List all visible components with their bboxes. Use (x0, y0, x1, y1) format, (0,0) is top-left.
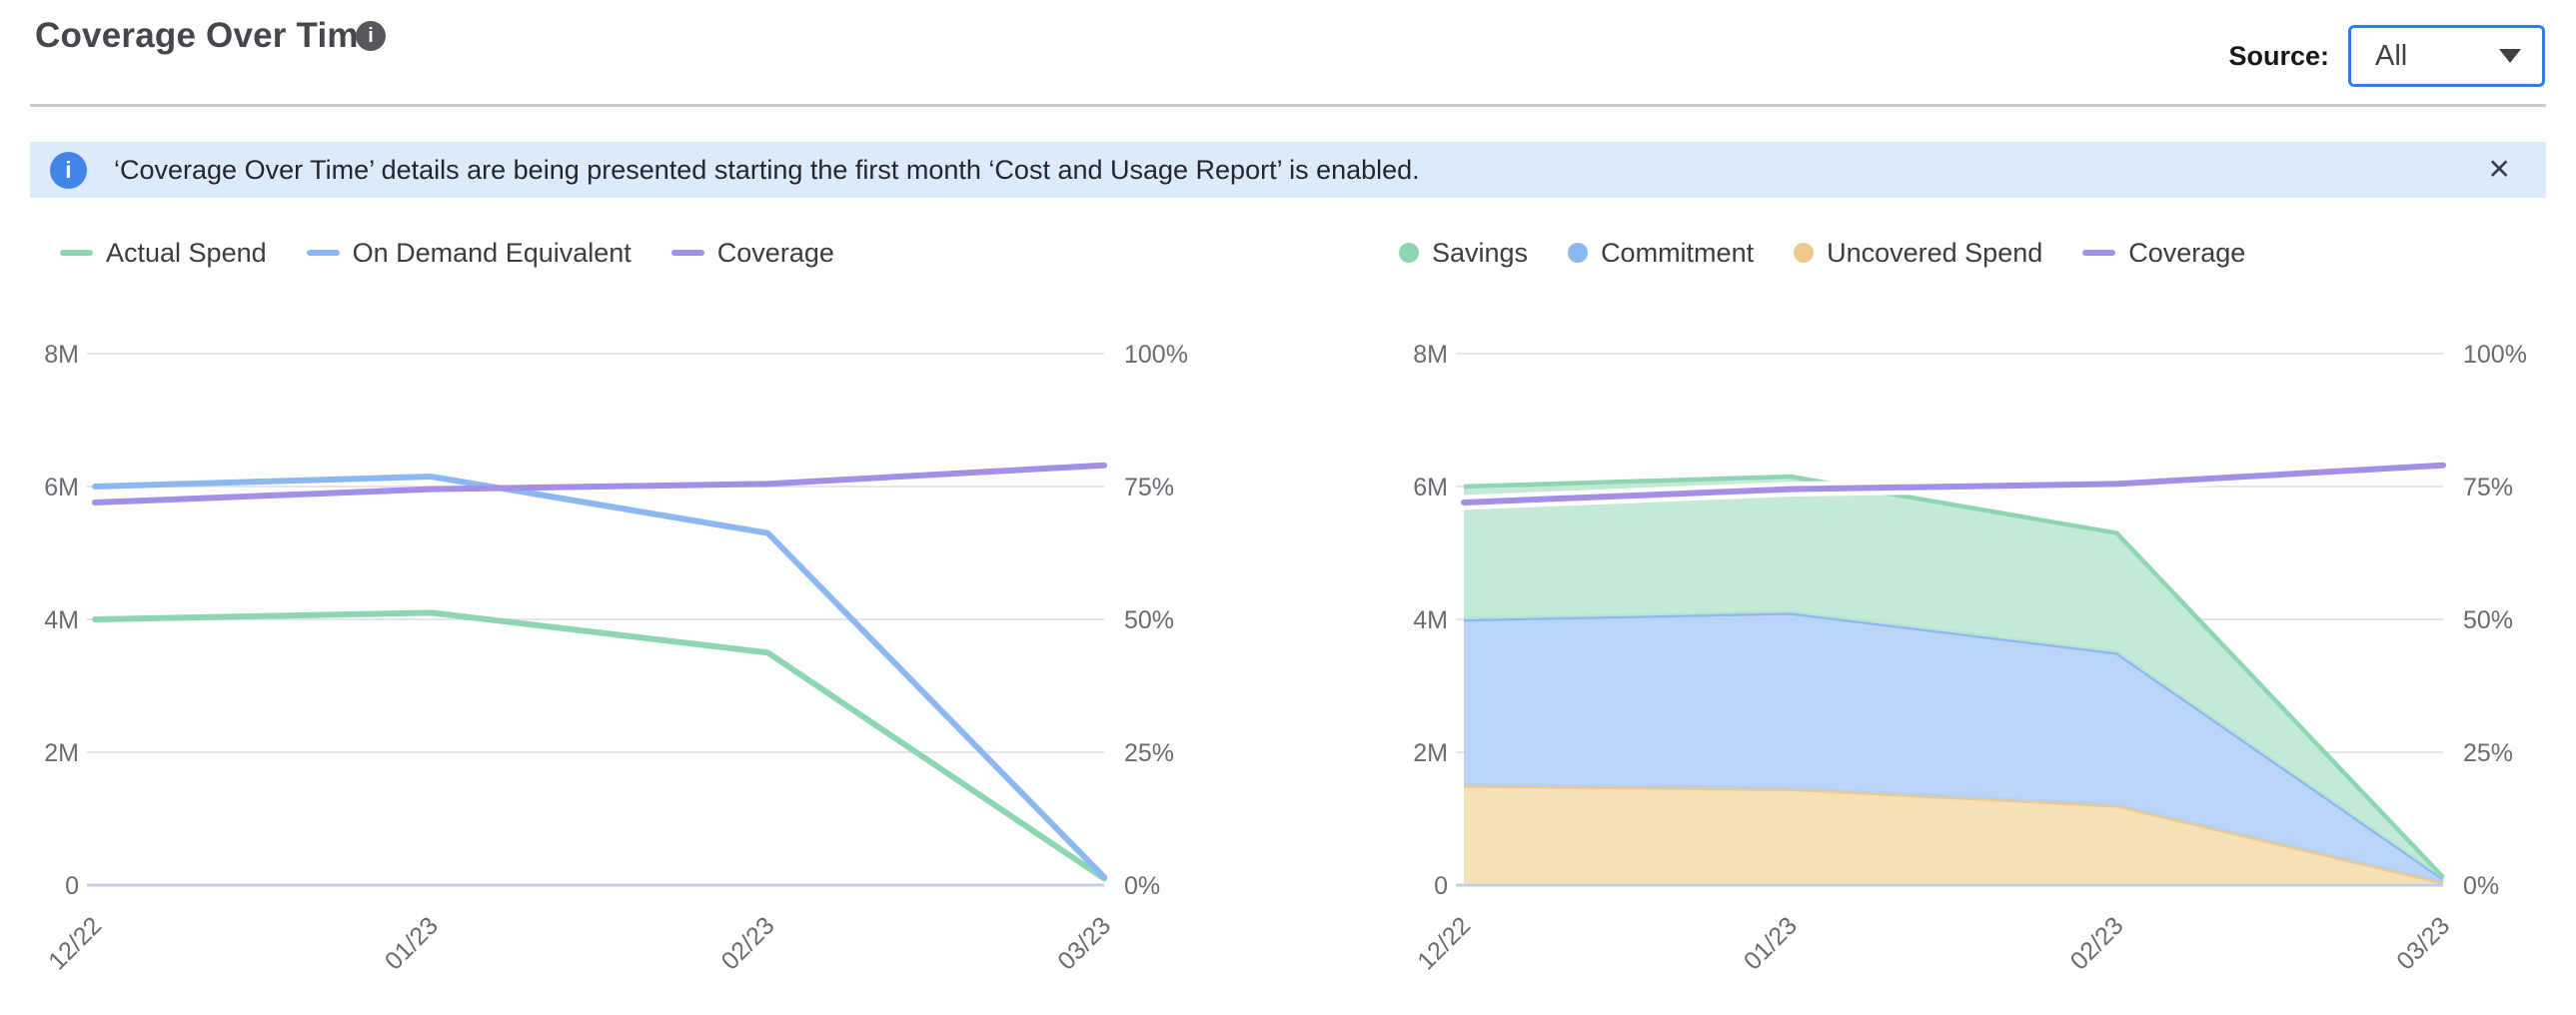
y-axis-tick-right: 75% (2463, 474, 2513, 502)
y-axis-tick-right: 25% (1124, 739, 1174, 767)
y-axis-tick-right: 75% (1124, 474, 1174, 502)
legend-dot-icon (1399, 243, 1419, 263)
legend-label: Coverage (716, 237, 834, 268)
source-control: Source: All (2228, 25, 2545, 87)
coverage-area-chart[interactable]: 8M 6M 4M 2M 0 100% 75% 50% 25% 0% 12/22 01/23 02/23 0… (1399, 330, 2576, 1015)
x-axis-tick: 03/23 (1052, 911, 1116, 975)
legend-item-commitment[interactable]: Commitment (1568, 238, 1754, 269)
source-label: Source: (2228, 40, 2329, 71)
legend-label: Savings (1432, 237, 1529, 268)
legend-dot-icon (1794, 243, 1815, 263)
legend-item-on-demand-equivalent[interactable]: On Demand Equivalent (306, 237, 632, 269)
legend-label: Uncovered Spend (1827, 237, 2043, 268)
legend-label: Actual Spend (106, 237, 267, 268)
source-dropdown-value: All (2375, 39, 2408, 72)
y-axis-tick-left: 4M (1413, 606, 1448, 634)
legend-item-actual-spend[interactable]: Actual Spend (60, 238, 267, 269)
info-banner: i ‘Coverage Over Time’ details are being… (30, 142, 2546, 198)
banner-text: ‘Coverage Over Time’ details are being p… (114, 154, 1420, 185)
info-circle-glyph: i (65, 156, 72, 183)
y-axis-tick-left: 2M (1413, 739, 1448, 767)
y-axis-tick-left: 2M (44, 739, 79, 767)
legend-item-coverage[interactable]: Coverage (670, 237, 834, 269)
coverage-line-chart[interactable]: 8M 6M 4M 2M 0 100% 75% 50% 25% 0% 12/22 01/23 02/23 0… (0, 330, 1239, 1015)
y-axis-tick-right: 0% (1124, 872, 1160, 900)
x-axis-tick: 12/22 (43, 911, 107, 975)
source-dropdown[interactable]: All (2348, 25, 2545, 87)
y-axis-tick-left: 4M (44, 606, 79, 634)
y-axis-tick-left: 6M (1413, 474, 1448, 502)
line-chart-legend: Actual Spend On Demand Equivalent Coverage (60, 236, 834, 270)
y-axis-tick-left: 6M (44, 474, 79, 502)
legend-label: Commitment (1601, 237, 1755, 268)
area-chart-legend: Savings Commitment Uncovered Spend Coverage (1399, 236, 2245, 270)
y-axis-tick-left: 8M (1413, 341, 1448, 369)
legend-dot-icon (1568, 243, 1589, 263)
legend-line-icon (670, 250, 704, 256)
x-axis-tick: 01/23 (380, 911, 444, 975)
x-axis-tick: 02/23 (2065, 911, 2129, 975)
legend-line-icon (60, 250, 93, 256)
y-axis-tick-right: 100% (1124, 341, 1188, 369)
y-axis-tick-left: 0 (65, 872, 79, 900)
page-title: Coverage Over Time (35, 16, 379, 55)
legend-label: On Demand Equivalent (352, 237, 632, 268)
legend-item-uncovered-spend[interactable]: Uncovered Spend (1794, 238, 2042, 269)
x-axis-tick: 03/23 (2391, 911, 2455, 975)
info-icon-glyph: i (368, 24, 374, 47)
info-icon[interactable]: i (356, 21, 386, 51)
legend-item-coverage[interactable]: Coverage (2082, 238, 2245, 269)
y-axis-tick-right: 0% (2463, 872, 2499, 900)
y-axis-tick-left: 0 (1434, 872, 1448, 900)
header-divider (30, 104, 2546, 107)
y-axis-tick-right: 50% (1124, 606, 1174, 634)
legend-label: Coverage (2128, 237, 2246, 268)
x-axis-tick: 01/23 (1739, 911, 1803, 975)
close-icon[interactable]: × (2488, 148, 2510, 189)
chevron-down-icon (2499, 49, 2521, 63)
legend-line-icon (2082, 250, 2116, 256)
y-axis-tick-right: 100% (2463, 341, 2527, 369)
info-circle-icon: i (50, 151, 87, 189)
y-axis-tick-right: 25% (2463, 739, 2513, 767)
x-axis-tick: 12/22 (1412, 911, 1476, 975)
x-axis-tick: 02/23 (716, 911, 780, 975)
legend-item-savings[interactable]: Savings (1399, 238, 1528, 269)
y-axis-tick-left: 8M (44, 341, 79, 369)
y-axis-tick-right: 50% (2463, 606, 2513, 634)
legend-line-icon (306, 250, 340, 256)
